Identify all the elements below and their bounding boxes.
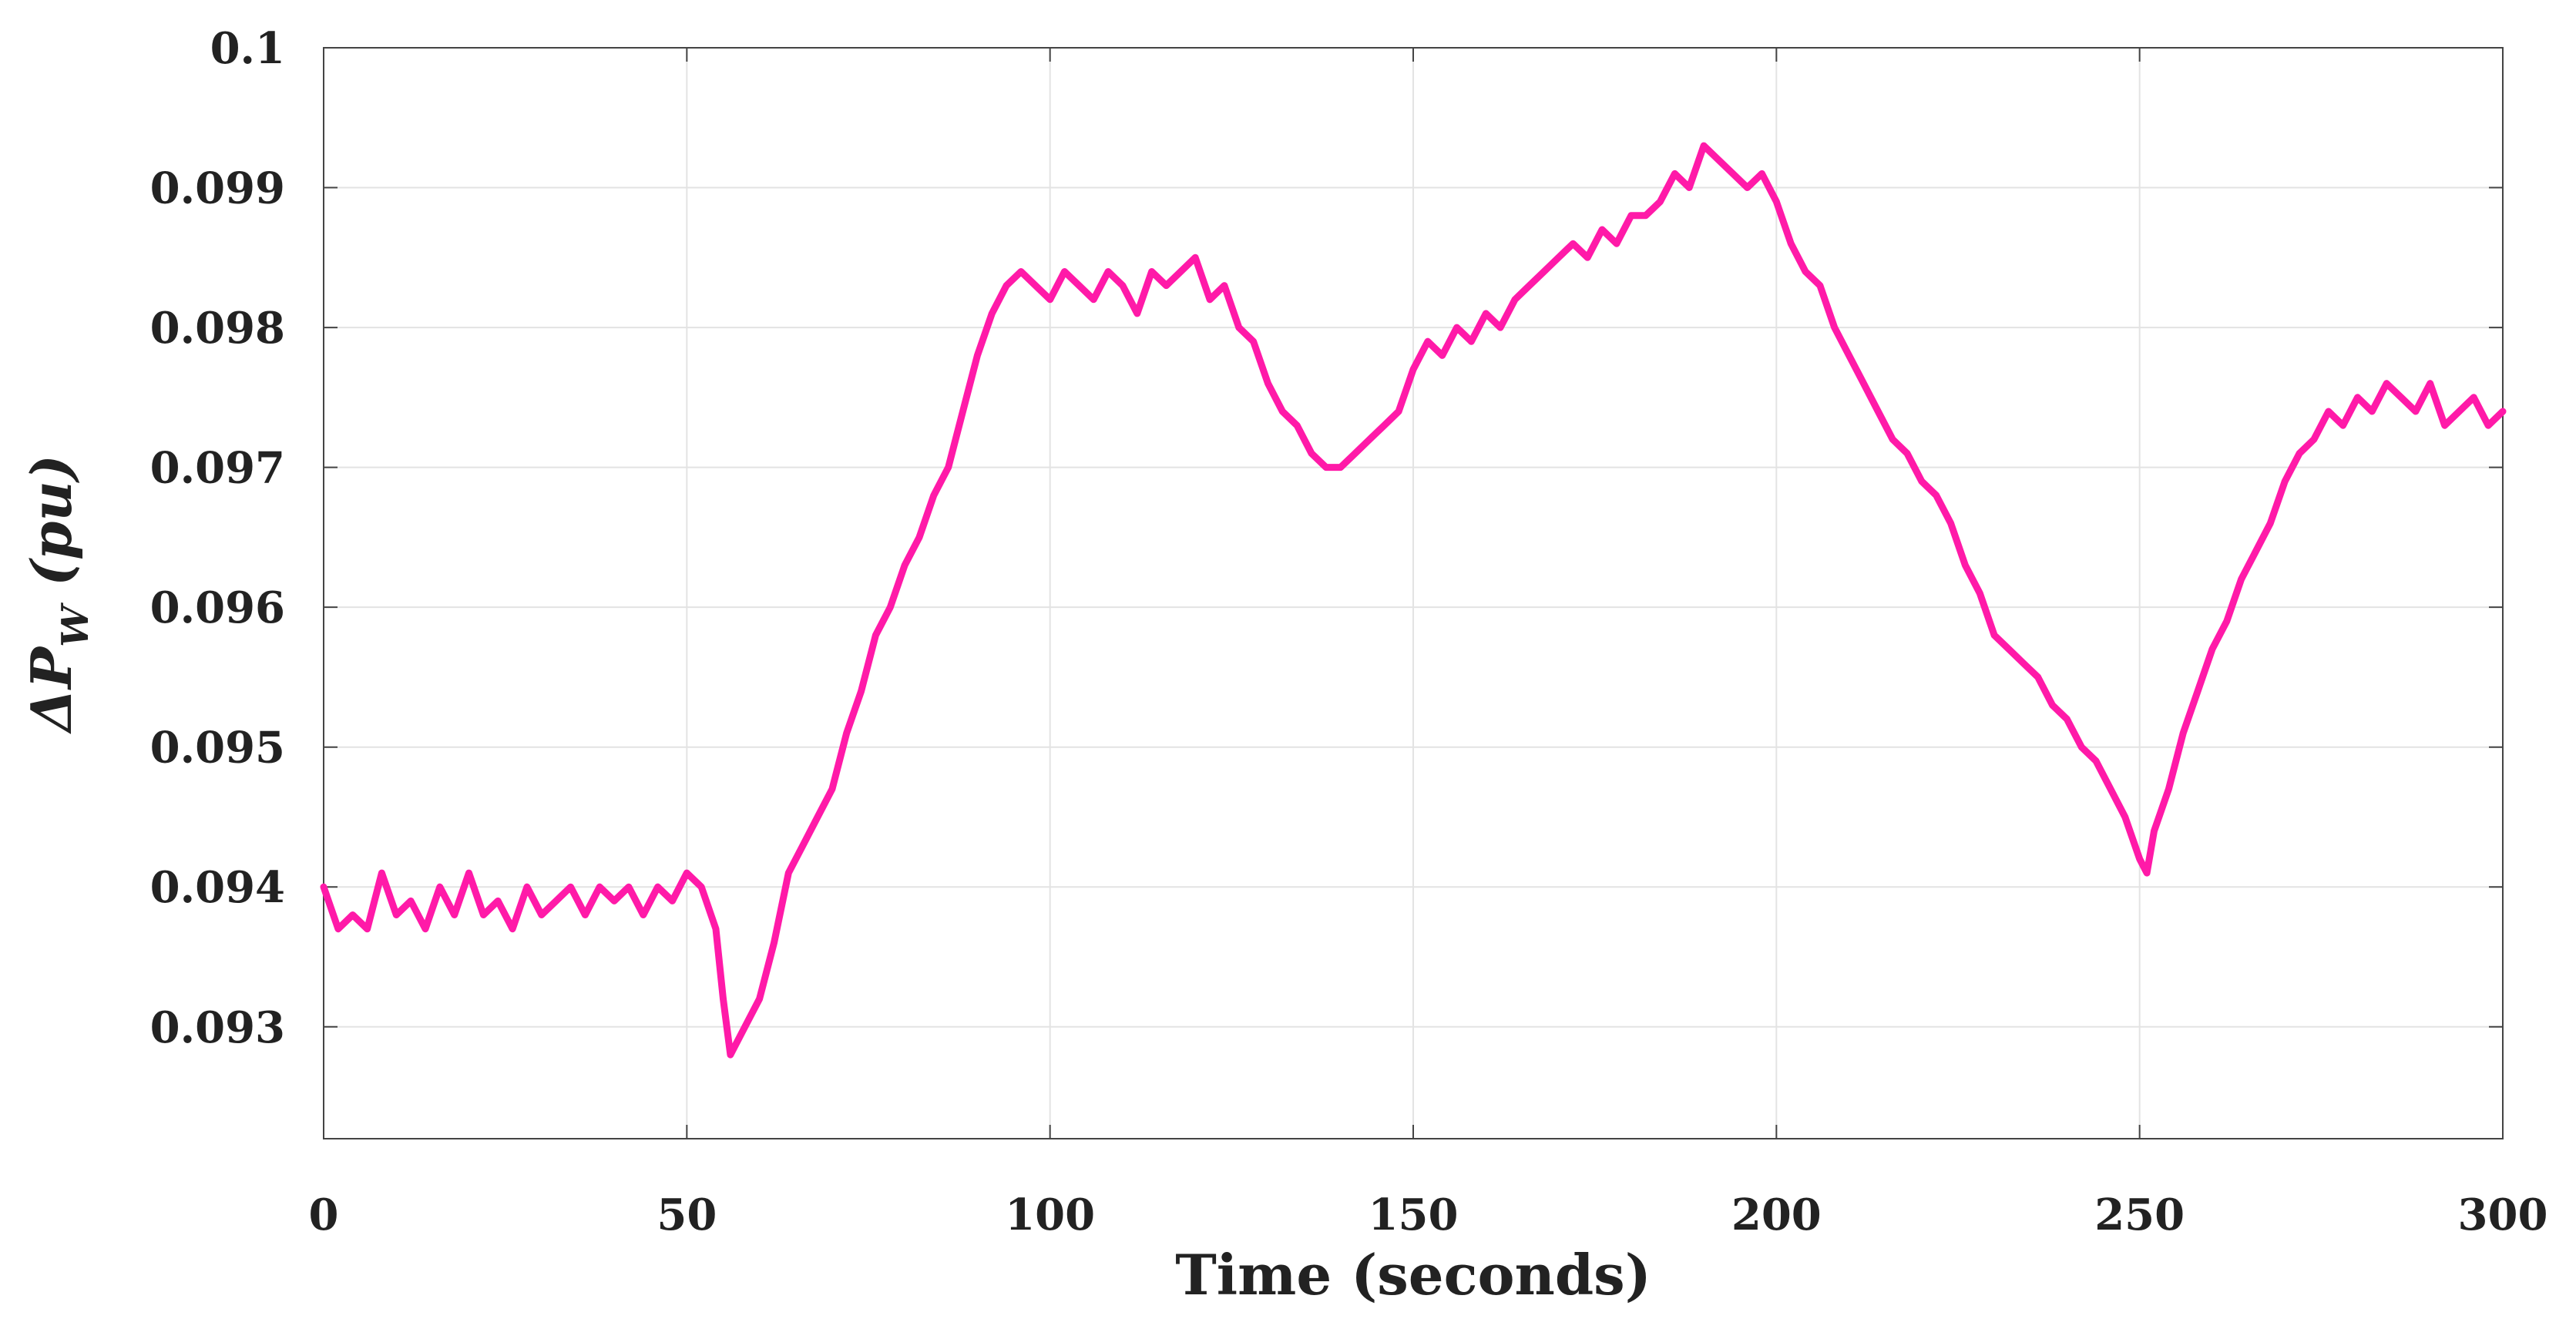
grid bbox=[323, 47, 2504, 1139]
x-tick-label: 50 bbox=[657, 1190, 717, 1240]
x-tick-labels: 0 50 100 150 200 250 300 bbox=[309, 1190, 2548, 1240]
y-tick-label: 0.098 bbox=[150, 303, 285, 354]
y-axis-title-suffix: (pu) bbox=[18, 455, 84, 606]
y-tick-label: 0.094 bbox=[150, 862, 285, 913]
y-tick-labels: 0.093 0.094 0.095 0.096 0.097 0.098 0.099 0.1 bbox=[150, 23, 285, 1053]
x-axis-title: Time (seconds) bbox=[1175, 1242, 1651, 1307]
x-tick-label: 200 bbox=[1731, 1190, 1822, 1240]
y-axis-title-main: ΔP bbox=[18, 646, 84, 734]
y-axis-title: ΔPW (pu) bbox=[18, 455, 97, 734]
y-axis-title-subscript: W bbox=[54, 602, 97, 647]
y-tick-label: 0.095 bbox=[150, 723, 285, 774]
y-tick-label: 0.097 bbox=[150, 443, 285, 494]
series-layer bbox=[320, 142, 2507, 1059]
x-tick-label: 300 bbox=[2458, 1190, 2548, 1240]
x-tick-label: 250 bbox=[2094, 1190, 2185, 1240]
y-tick-label: 0.096 bbox=[150, 582, 285, 633]
axis-ticks bbox=[323, 47, 2504, 1139]
x-tick-label: 0 bbox=[309, 1190, 339, 1240]
series-line bbox=[320, 142, 2507, 1059]
y-tick-label: 0.1 bbox=[210, 23, 285, 74]
y-tick-label: 0.093 bbox=[150, 1002, 285, 1053]
x-tick-label: 100 bbox=[1005, 1190, 1095, 1240]
y-tick-label: 0.099 bbox=[150, 163, 285, 214]
x-tick-label: 150 bbox=[1369, 1190, 1459, 1240]
